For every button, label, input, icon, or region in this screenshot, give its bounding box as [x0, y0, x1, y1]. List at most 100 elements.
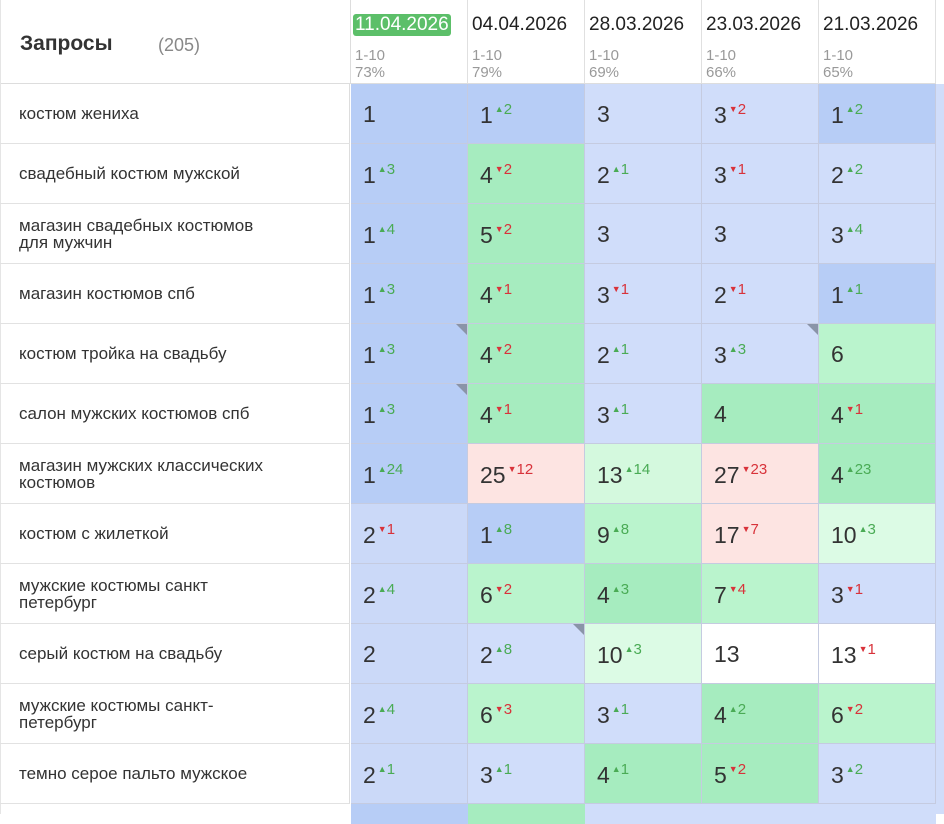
trend-arrow: ▲: [611, 704, 621, 714]
position: 3: [597, 101, 610, 128]
header-count: (205): [158, 35, 201, 55]
position-value: 2: [363, 641, 376, 667]
position-cell: 9 ▲8: [585, 504, 702, 564]
position-change: ▼3: [495, 701, 512, 718]
note-marker: [456, 384, 467, 395]
position: 3 ▲3: [714, 341, 746, 369]
position-value: 6: [831, 702, 844, 728]
position-cell: 1 ▲3: [351, 264, 468, 324]
trend-arrow: ▼: [507, 464, 517, 474]
query-text: костюм жениха: [0, 84, 350, 144]
position-value: 3: [597, 101, 610, 127]
position-cell: 2 ▲1: [585, 144, 702, 204]
position-change: ▲3: [859, 521, 876, 538]
position-cell: 13: [702, 624, 819, 684]
position: 2 ▲1: [363, 761, 395, 789]
position-change: ▼1: [495, 401, 512, 418]
position-change: ▼2: [729, 761, 746, 778]
position: 1 ▲4: [363, 221, 395, 249]
position: 3 ▲1: [480, 761, 512, 789]
position-cell: 7 ▼4: [702, 564, 819, 624]
position-cell: 4 ▲3: [585, 564, 702, 624]
position-cell: 2 ▲4: [351, 684, 468, 744]
position: 2 ▲1: [597, 341, 629, 369]
query-text: костюм с жилеткой: [0, 504, 350, 564]
change-value: 1: [503, 761, 513, 778]
position-cell: 25 ▼12: [468, 444, 585, 504]
trend-arrow: ▲: [377, 764, 387, 774]
position-value: 4: [714, 401, 727, 427]
position-cell: 2 ▲2: [819, 144, 936, 204]
position-value: 1: [831, 282, 844, 308]
position: 4 ▲23: [831, 461, 871, 489]
change-value: 2: [737, 101, 747, 118]
column-date: 23.03.2026: [706, 14, 802, 35]
position: 4 ▼2: [480, 341, 512, 369]
position-cell: 6: [819, 324, 936, 384]
position-change: ▲2: [846, 761, 863, 778]
position-cell: 4 ▲1: [585, 744, 702, 804]
position-value: 3: [597, 402, 610, 428]
column-range: 1-10: [472, 47, 503, 64]
position-value: 7: [714, 582, 727, 608]
position-cell: 6 ▼3: [468, 684, 585, 744]
position-change: ▼7: [742, 521, 759, 538]
position-cell: 3 ▲1: [585, 384, 702, 444]
trend-arrow: ▼: [494, 164, 504, 174]
position-value: 13: [831, 642, 857, 668]
position-value: 2: [480, 642, 493, 668]
position-change: ▼1: [729, 161, 746, 178]
position: 2 ▲4: [363, 581, 395, 609]
change-value: 8: [503, 641, 513, 658]
change-value: 14: [633, 461, 651, 478]
column-date: 11.04.2026: [353, 14, 451, 36]
trend-arrow: ▲: [611, 524, 621, 534]
change-value: 3: [620, 581, 630, 598]
position-change: ▲3: [612, 581, 629, 598]
position-value: 5: [714, 762, 727, 788]
position-cell: 4: [702, 384, 819, 444]
position-change: ▼12: [508, 461, 534, 478]
position: 5 ▼2: [480, 221, 512, 249]
position-value: 1: [363, 462, 376, 488]
trend-arrow: ▲: [377, 344, 387, 354]
position-cell: 2 ▲8: [468, 624, 585, 684]
position-change: ▲8: [495, 641, 512, 658]
trend-arrow: ▼: [728, 164, 738, 174]
trend-arrow: ▲: [377, 704, 387, 714]
position-change: ▼1: [612, 281, 629, 298]
position: 1 ▲3: [363, 401, 395, 429]
position-cell: 1 ▲2: [819, 84, 936, 144]
column-date: 21.03.2026: [823, 14, 919, 35]
position: 3 ▼1: [597, 281, 629, 309]
query-text: мужские костюмы санкт петербург: [0, 564, 350, 624]
trend-arrow: ▲: [377, 164, 387, 174]
position-change: ▲8: [495, 521, 512, 538]
position-cell: 3 ▼1: [819, 564, 936, 624]
position-value: 3: [714, 102, 727, 128]
position: 27 ▼23: [714, 461, 767, 489]
position-cell: 3 ▲1: [585, 684, 702, 744]
position-cell: 2 ▲1: [351, 744, 468, 804]
position-cell: 5 ▼2: [468, 204, 585, 264]
position: 4 ▲1: [597, 761, 629, 789]
column-share: 65%: [823, 64, 854, 81]
position: 10 ▲3: [597, 641, 642, 669]
position-change: ▼1: [378, 521, 395, 538]
trend-arrow: ▼: [728, 104, 738, 114]
position-cell: 4 ▲23: [819, 444, 936, 504]
change-value: 3: [633, 641, 642, 658]
position-cell: 3 ▼1: [702, 144, 819, 204]
position-value: 2: [714, 282, 727, 308]
position-change: ▼4: [729, 581, 746, 598]
column-range: 1-10: [706, 47, 737, 64]
change-value: 3: [386, 401, 396, 418]
column-share: 73%: [355, 64, 386, 81]
position-change: ▲1: [495, 761, 512, 778]
trend-arrow: ▼: [494, 344, 504, 354]
trend-arrow: ▲: [494, 104, 504, 114]
position-change: ▼1: [729, 281, 746, 298]
position-change: ▼23: [742, 461, 768, 478]
trend-arrow: ▲: [845, 164, 855, 174]
column-range: 1-10: [589, 47, 620, 64]
